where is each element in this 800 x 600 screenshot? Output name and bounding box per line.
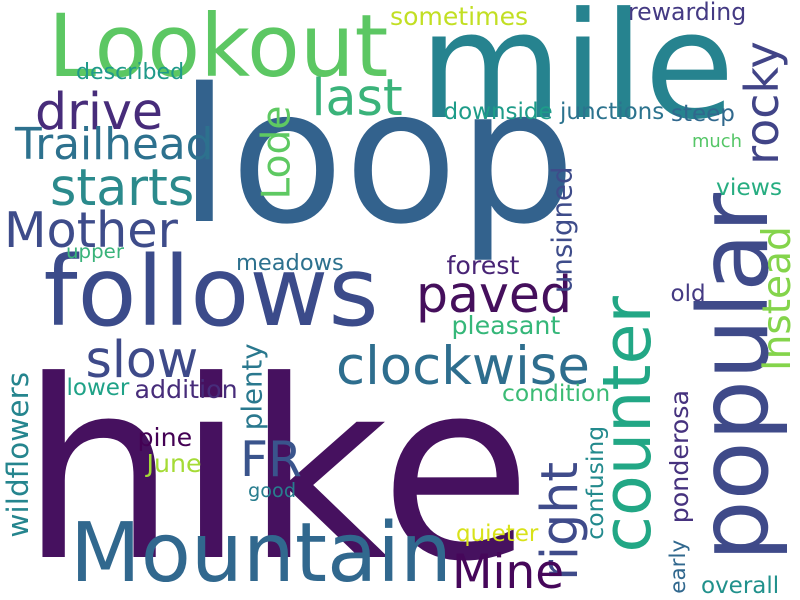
word-slow: slow xyxy=(85,329,199,389)
word-upper: upper xyxy=(66,240,124,263)
word-unsigned: unsigned xyxy=(544,166,578,294)
word-junctions: junctions xyxy=(560,98,665,125)
word-old: old xyxy=(670,280,706,307)
word-clockwise: clockwise xyxy=(336,335,590,397)
word-rewarding: rewarding xyxy=(628,0,747,26)
word-lower: lower xyxy=(66,374,130,401)
word-fr: FR xyxy=(240,430,302,488)
word-downside: downside xyxy=(443,98,553,125)
word-mine: Mine xyxy=(452,544,565,600)
word-follows: follows xyxy=(43,234,379,348)
word-pleasant: pleasant xyxy=(451,310,561,340)
word-sometimes: sometimes xyxy=(390,1,529,31)
word-june: June xyxy=(146,448,202,478)
word-lookout: Lookout xyxy=(48,0,389,97)
word-ponderosa: ponderosa xyxy=(664,389,694,523)
word-rocky: rocky xyxy=(734,41,789,165)
word-lode: Lode xyxy=(254,105,300,199)
word-much: much xyxy=(692,131,742,152)
word-described: described xyxy=(76,59,185,85)
word-instead: Instead xyxy=(754,225,800,371)
word-loop: loop xyxy=(178,48,576,265)
word-mountain: Mountain xyxy=(70,506,453,600)
word-overall: overall xyxy=(701,572,780,599)
word-forest: forest xyxy=(446,250,520,280)
word-paved: paved xyxy=(416,264,573,324)
word-quieter: quieter xyxy=(456,520,539,547)
word-wildflowers: wildflowers xyxy=(1,371,36,538)
word-pine: pine xyxy=(137,422,193,452)
word-good: good xyxy=(248,478,297,502)
word-early: early xyxy=(666,539,692,594)
word-condition: condition xyxy=(502,378,611,407)
word-confusing: confusing xyxy=(581,425,610,540)
word-plenty: plenty xyxy=(235,343,269,431)
word-meadows: meadows xyxy=(236,249,344,276)
word-last: last xyxy=(311,67,403,127)
word-addition: addition xyxy=(134,374,238,404)
word-mother: Mother xyxy=(4,200,178,259)
word-trailhead: Trailhead xyxy=(15,119,214,170)
word-drive: drive xyxy=(35,81,164,141)
word-mile: mile xyxy=(419,0,735,152)
word-views: views xyxy=(716,172,783,201)
word-steep: steep xyxy=(671,100,735,127)
word-starts: starts xyxy=(50,157,195,217)
word-hike: hike xyxy=(20,327,532,600)
